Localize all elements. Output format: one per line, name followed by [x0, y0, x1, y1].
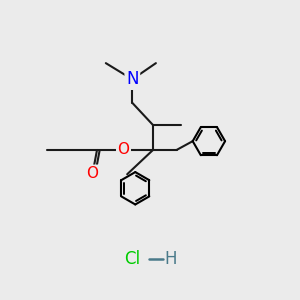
Text: O: O — [118, 142, 130, 158]
Text: H: H — [164, 250, 177, 268]
Text: O: O — [87, 166, 99, 181]
Text: N: N — [126, 70, 139, 88]
Text: Cl: Cl — [124, 250, 140, 268]
